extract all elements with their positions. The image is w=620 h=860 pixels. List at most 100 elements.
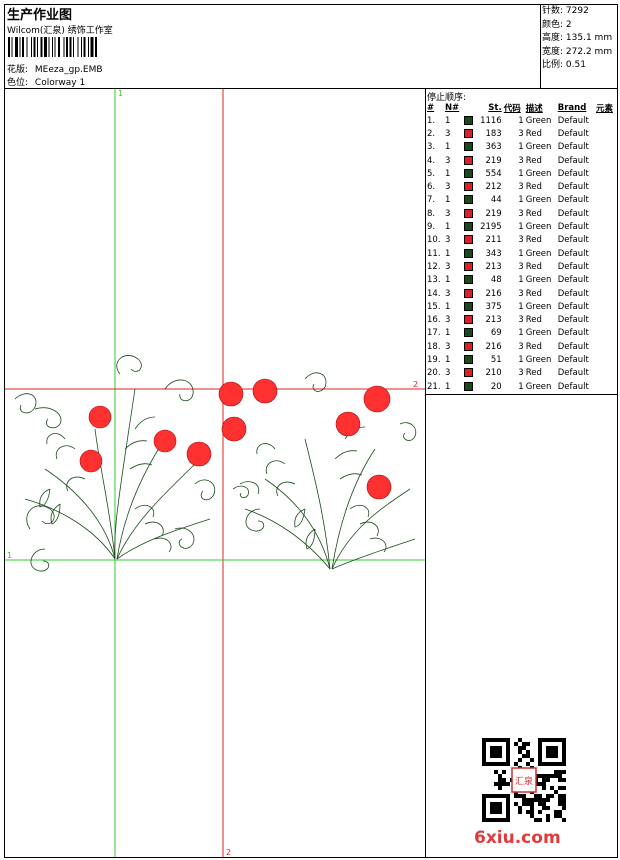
studio-name: Wilcom(汇泉) 绣饰工作室 xyxy=(7,26,113,36)
stop-brand: Default xyxy=(557,301,589,312)
stop-index: 19. xyxy=(427,354,441,365)
stop-element xyxy=(595,167,617,180)
stop-swatch xyxy=(463,300,476,313)
color-swatch xyxy=(463,115,473,125)
design-label: 花版: xyxy=(7,65,29,75)
stop-desc: Green xyxy=(525,275,552,286)
stop-swatch xyxy=(463,380,476,393)
stop-brand: Default xyxy=(557,354,589,365)
stop-sequence-header: # N# St. 代码 描述 Brand 元素 xyxy=(426,102,617,114)
stop-brand: Default xyxy=(557,235,589,246)
stop-desc: Green xyxy=(525,381,552,392)
color-swatch xyxy=(463,275,473,285)
stop-stitches: 48 xyxy=(490,275,502,286)
qr-code: 汇泉 xyxy=(482,738,566,822)
color-swatch xyxy=(463,168,473,178)
stop-code: 3 xyxy=(518,182,524,193)
stop-swatch xyxy=(463,327,476,340)
color-swatch xyxy=(463,195,473,205)
page-frame xyxy=(4,4,618,858)
stop-element xyxy=(595,313,617,326)
stop-swatch xyxy=(463,167,476,180)
stop-needle: 1 xyxy=(444,115,451,126)
stop-stitches: 69 xyxy=(490,328,502,339)
stop-desc: Green xyxy=(525,248,552,259)
stop-brand: Default xyxy=(557,195,589,206)
stop-code: 1 xyxy=(518,115,524,126)
stop-code: 1 xyxy=(518,328,524,339)
stop-needle: 3 xyxy=(444,288,451,299)
stop-brand: Default xyxy=(557,368,589,379)
stop-swatch xyxy=(463,340,476,353)
stat-colors: 颜色: 2 xyxy=(542,19,572,30)
stop-code: 3 xyxy=(518,288,524,299)
stats-block: 针数: 7292 颜色: 2 高度: 135.1 mm 宽度: 272.2 mm… xyxy=(542,5,612,73)
stop-element xyxy=(595,154,617,167)
color-swatch xyxy=(463,182,473,192)
stop-swatch xyxy=(463,194,476,207)
stop-brand: Default xyxy=(557,182,589,193)
stop-swatch xyxy=(463,367,476,380)
table-row: 7. 1 44 1 Green Default xyxy=(426,194,617,207)
stop-index: 20. xyxy=(427,368,441,379)
color-swatch xyxy=(463,354,473,364)
stop-swatch xyxy=(463,353,476,366)
stop-swatch xyxy=(463,141,476,154)
stop-code: 1 xyxy=(518,275,524,286)
stop-needle: 3 xyxy=(444,261,451,272)
table-row: 11. 1 343 1 Green Default xyxy=(426,247,617,260)
stop-desc: Red xyxy=(525,288,542,299)
stop-code: 1 xyxy=(518,195,524,206)
stop-desc: Red xyxy=(525,128,542,139)
stop-code: 1 xyxy=(518,142,524,153)
stop-index: 8. xyxy=(427,208,436,219)
stop-code: 1 xyxy=(518,301,524,312)
stop-desc: Green xyxy=(525,115,552,126)
stop-stitches: 213 xyxy=(485,261,502,272)
stop-needle: 1 xyxy=(444,142,451,153)
col-code: 代码 xyxy=(503,104,521,114)
stop-brand: Default xyxy=(557,222,589,233)
stop-brand: Default xyxy=(557,381,589,392)
stop-needle: 1 xyxy=(444,248,451,259)
stop-element xyxy=(595,247,617,260)
stop-element xyxy=(595,127,617,140)
stop-swatch xyxy=(463,234,476,247)
stat-width: 宽度: 272.2 mm xyxy=(542,46,613,57)
stop-index: 2. xyxy=(427,128,436,139)
stop-code: 3 xyxy=(518,315,524,326)
stop-element xyxy=(595,234,617,247)
stop-stitches: 375 xyxy=(485,301,502,312)
stop-stitches: 212 xyxy=(485,182,502,193)
stop-index: 17. xyxy=(427,328,441,339)
stop-index: 18. xyxy=(427,341,441,352)
stop-index: 5. xyxy=(427,168,436,179)
stop-index: 3. xyxy=(427,142,436,153)
table-row: 3. 1 363 1 Green Default xyxy=(426,141,617,154)
stop-index: 10. xyxy=(427,235,441,246)
table-row: 8. 3 219 3 Red Default xyxy=(426,207,617,220)
col-desc: 描述 xyxy=(525,104,543,114)
stop-element xyxy=(595,114,617,127)
red-guide-vertical-label: 2 xyxy=(226,848,231,857)
stop-swatch xyxy=(463,313,476,326)
sheet-divider xyxy=(425,88,426,858)
stop-stitches: 183 xyxy=(485,128,502,139)
stop-element xyxy=(595,194,617,207)
stop-desc: Red xyxy=(525,155,542,166)
stop-brand: Default xyxy=(557,341,589,352)
stop-code: 3 xyxy=(518,368,524,379)
stop-stitches: 51 xyxy=(490,354,502,365)
stop-code: 3 xyxy=(518,208,524,219)
stop-desc: Red xyxy=(525,368,542,379)
stop-needle: 1 xyxy=(444,301,451,312)
stop-element xyxy=(595,274,617,287)
stop-brand: Default xyxy=(557,168,589,179)
color-swatch xyxy=(463,368,473,378)
colorway-row: 色位: Colorway 1 xyxy=(7,75,85,88)
stop-stitches: 1116 xyxy=(480,115,502,126)
header-divider xyxy=(4,88,618,89)
table-row: 14. 3 216 3 Red Default xyxy=(426,287,617,300)
embroidery-flowers xyxy=(79,378,392,500)
stop-brand: Default xyxy=(557,248,589,259)
